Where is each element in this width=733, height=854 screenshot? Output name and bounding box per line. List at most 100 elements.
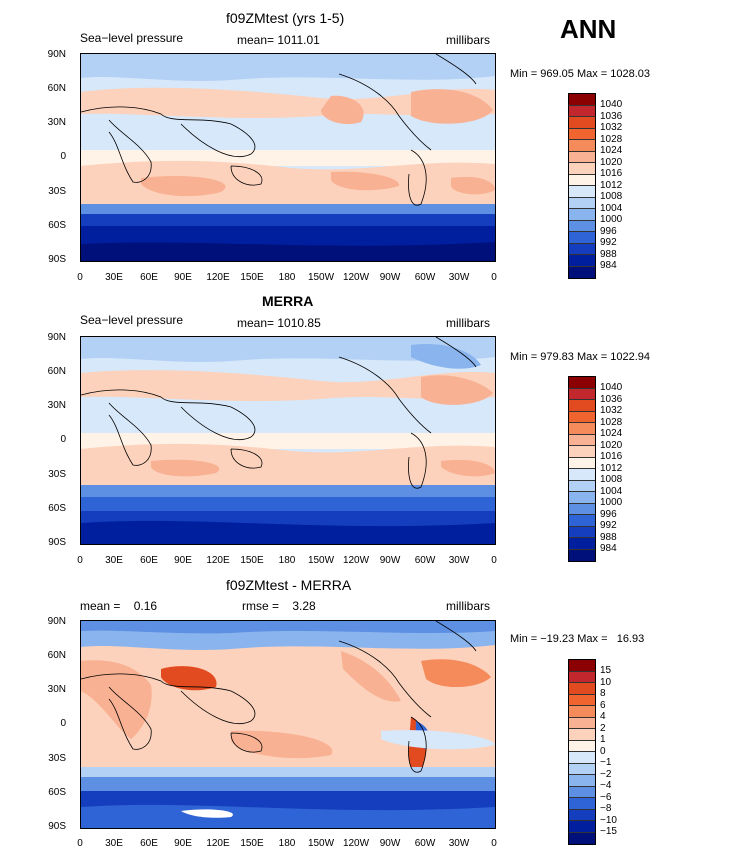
- colorbar-swatch: [569, 660, 595, 672]
- colorbar-label: 1004: [600, 202, 623, 214]
- colorbar-swatch: [569, 538, 595, 550]
- colorbar-swatch: [569, 492, 595, 504]
- colorbar-swatch: [569, 232, 595, 244]
- colorbar-label: 4: [600, 711, 606, 722]
- lat-label: 0: [60, 718, 66, 729]
- colorbar-label: 15: [600, 665, 612, 676]
- colorbar-label: 1000: [600, 497, 623, 508]
- colorbar-label: 1032: [600, 122, 623, 133]
- colorbar-label: 988: [600, 248, 617, 260]
- lat-label: 60S: [48, 220, 66, 231]
- lon-label: 120W: [342, 555, 370, 566]
- minmax-label: Min = −19.23 Max = 16.93: [510, 633, 645, 645]
- colorbar-swatch: [569, 821, 595, 833]
- lon-label: 120E: [206, 555, 230, 566]
- colorbar-swatch: [569, 469, 595, 481]
- lon-label: 30E: [105, 838, 123, 849]
- colorbar-label: 8: [600, 688, 606, 699]
- colorbar-label: 1024: [600, 145, 623, 156]
- lat-label: 30S: [48, 186, 66, 197]
- panel-title: MERRA: [262, 293, 314, 309]
- mean-label: mean= 1010.85: [237, 316, 321, 330]
- colorbar-swatch: [569, 140, 595, 152]
- lon-label: 120W: [342, 838, 370, 849]
- lon-label: 0: [491, 555, 497, 566]
- lat-label: 60S: [48, 503, 66, 514]
- lon-label: 90E: [174, 555, 192, 566]
- colorbar-swatch: [569, 163, 595, 175]
- colorbar-swatch: [569, 786, 595, 798]
- colorbar-swatch: [569, 117, 595, 129]
- colorbar-swatch: [569, 798, 595, 810]
- colorbar-swatch: [569, 446, 595, 458]
- colorbar-swatch: [569, 457, 595, 469]
- colorbar-label: 1040: [600, 99, 623, 110]
- lat-label: 60N: [47, 650, 66, 661]
- colorbar-label: 1000: [600, 214, 623, 225]
- colorbar-label: 1040: [600, 382, 623, 393]
- lon-label: 180: [278, 555, 296, 566]
- colorbar-swatch: [569, 729, 595, 741]
- lon-label: 150E: [240, 555, 264, 566]
- colorbar-swatch: [569, 526, 595, 538]
- map-field: [80, 336, 496, 545]
- lon-label: 120E: [206, 272, 230, 283]
- colorbar-label: 1012: [600, 462, 623, 474]
- colorbar-swatch: [569, 706, 595, 718]
- colorbar-label: 996: [600, 508, 617, 520]
- colorbar-label: 1008: [600, 191, 623, 202]
- colorbar-label: 2: [600, 722, 606, 734]
- colorbar-label: −4: [600, 780, 612, 791]
- colorbar-swatch: [569, 377, 595, 389]
- lon-label: 30W: [448, 838, 470, 849]
- lon-label: 60W: [414, 272, 436, 283]
- lat-label: 90S: [48, 537, 66, 548]
- units-label: millibars: [446, 33, 491, 47]
- lon-label: 150E: [240, 272, 264, 283]
- units-label: millibars: [446, 316, 491, 330]
- lon-label: 0: [77, 838, 83, 849]
- colorbar-swatch: [569, 94, 595, 106]
- lon-label: 150E: [240, 838, 264, 849]
- lon-label: 90E: [174, 838, 192, 849]
- colorbar-swatch: [569, 752, 595, 764]
- lon-label: 60W: [414, 555, 436, 566]
- units-label: millibars: [446, 599, 491, 613]
- colorbar-swatch: [569, 128, 595, 140]
- lon-label: 0: [491, 838, 497, 849]
- colorbar-label: 1012: [600, 179, 623, 191]
- colorbar-swatch: [569, 423, 595, 435]
- minmax-label: Min = 969.05 Max = 1028.03: [510, 68, 651, 80]
- lon-label: 30E: [105, 272, 123, 283]
- colorbar-label: 1028: [600, 416, 623, 428]
- season-label: ANN: [560, 14, 617, 44]
- colorbar-swatch: [569, 503, 595, 515]
- lon-label: 0: [77, 272, 83, 283]
- lon-label: 150W: [307, 272, 335, 283]
- colorbar-label: −8: [600, 803, 612, 814]
- colorbar: [568, 376, 596, 562]
- map-field: [80, 53, 496, 262]
- lat-label: 30S: [48, 753, 66, 764]
- colorbar-label: 1016: [600, 451, 623, 462]
- lon-label: 60W: [414, 838, 436, 849]
- colorbar-swatch: [569, 400, 595, 412]
- lon-label: 120W: [342, 272, 370, 283]
- variable-label: Sea−level pressure: [80, 31, 184, 45]
- lat-label: 0: [60, 434, 66, 445]
- minmax-label: Min = 979.83 Max = 1022.94: [510, 351, 651, 363]
- colorbar-swatch: [569, 434, 595, 446]
- lon-label: 60E: [140, 555, 158, 566]
- colorbar-swatch: [569, 763, 595, 775]
- colorbar-label: −6: [600, 791, 612, 803]
- mean-label: mean= 1011.01: [237, 33, 320, 47]
- colorbar-swatch: [569, 243, 595, 255]
- colorbar-label: 1020: [600, 156, 623, 168]
- colorbar-swatch: [569, 151, 595, 163]
- panel-title: f09ZMtest - MERRA: [226, 577, 352, 593]
- lat-label: 60S: [48, 787, 66, 798]
- lon-label: 90W: [379, 555, 401, 566]
- colorbar-label: 0: [600, 745, 606, 757]
- colorbar-swatch: [569, 717, 595, 729]
- colorbar-label: −1: [600, 757, 612, 768]
